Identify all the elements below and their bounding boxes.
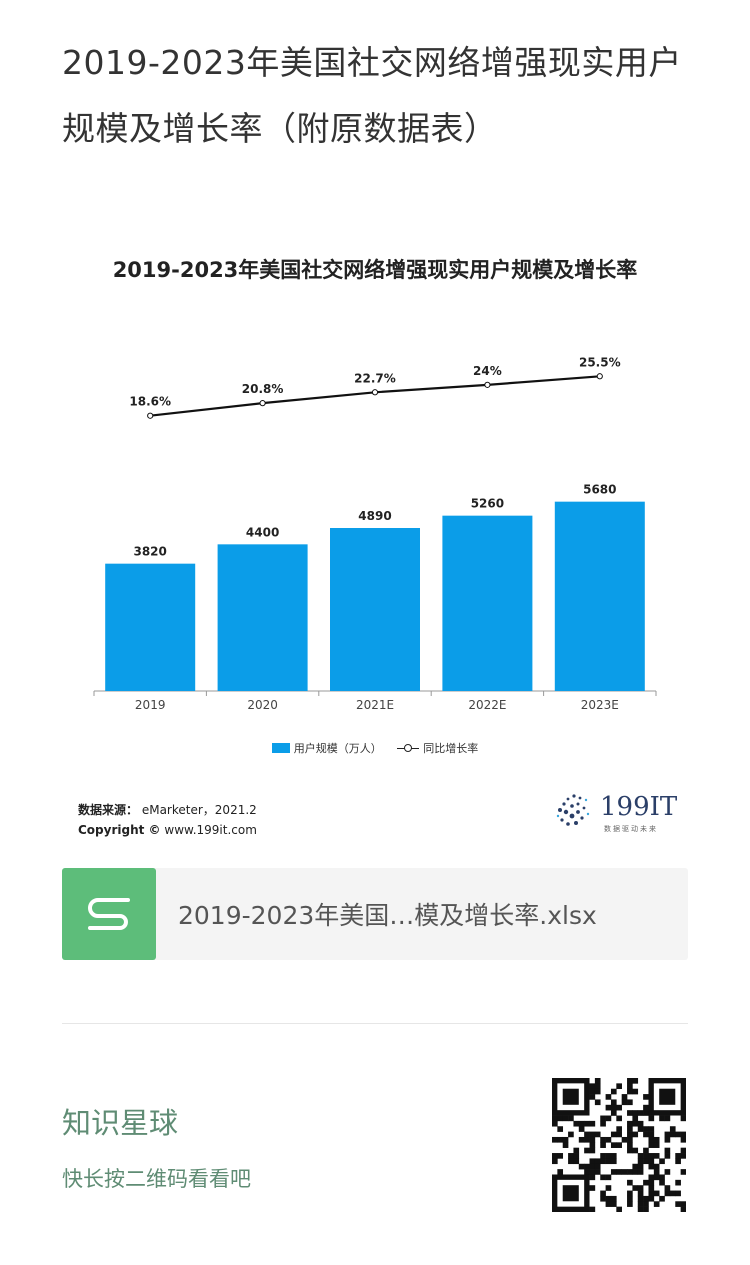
source-label: 数据来源：	[78, 803, 139, 817]
growth-point	[484, 381, 491, 388]
source-note: 数据来源： eMarketer，2021.2 Copyright © www.1…	[78, 800, 257, 840]
x-tick-label: 2021E	[356, 698, 394, 712]
growth-point	[259, 400, 266, 407]
bar-value-label: 5260	[471, 497, 504, 511]
copyright-value: www.199it.com	[164, 823, 257, 837]
file-attachment[interactable]: 2019-2023年美国…模及增长率.xlsx	[62, 868, 688, 960]
legend-swatch-bar	[271, 743, 290, 753]
logo-tagline: 数据驱动未来	[604, 825, 658, 833]
growth-point	[596, 373, 603, 380]
bar-value-label: 4890	[358, 509, 391, 523]
growth-value-label: 24%	[473, 364, 502, 378]
source-value: eMarketer，2021.2	[141, 803, 257, 817]
growth-value-label: 18.6%	[129, 395, 171, 409]
legend-swatch-line	[397, 743, 420, 753]
growth-value-label: 22.7%	[354, 371, 396, 385]
growth-value-label: 20.8%	[242, 382, 284, 396]
bar-2022E	[442, 515, 533, 691]
x-tick-label: 2022E	[468, 698, 506, 712]
zsxq-title: 知识星球	[62, 1106, 179, 1140]
bar-2023E	[554, 501, 645, 691]
growth-value-label: 25.5%	[579, 355, 621, 369]
legend-item-bar: 用户规模（万人）	[271, 740, 382, 756]
page-title: 2019-2023年美国社交网络增强现实用户规模及增长率（附原数据表）	[62, 43, 682, 148]
x-tick-label: 2020	[247, 698, 278, 712]
brand-logo: 199IT 数据驱动未来	[552, 790, 692, 840]
x-tick-label: 2019	[135, 698, 166, 712]
file-name: 2019-2023年美国…模及增长率.xlsx	[178, 901, 597, 930]
chart-legend: 用户规模（万人） 同比增长率	[0, 740, 750, 756]
bar-value-label: 5680	[583, 483, 616, 497]
growth-point	[371, 389, 379, 396]
x-tick-label: 2023E	[581, 698, 619, 712]
qr-code-icon[interactable]	[552, 1078, 687, 1213]
zsxq-subtitle: 快长按二维码看看吧	[62, 1167, 251, 1191]
bar-value-label: 3820	[133, 545, 166, 559]
chart-card: 2019-2023年美国社交网络增强现实用户规模及增长率 3820 2019 440…	[0, 230, 750, 850]
bar-2021E	[330, 528, 420, 691]
logo-dots-icon	[556, 794, 590, 826]
bar-value-label: 4400	[246, 525, 279, 539]
chart-title: 2019-2023年美国社交网络增强现实用户规模及增长率	[112, 258, 638, 282]
chart-plot: 3820 2019 4400 2020 4890 2021E 5260 2022E 5680 20…	[93, 355, 657, 712]
logo-text: 199IT	[600, 792, 678, 822]
legend-item-line: 同比增长率	[397, 740, 478, 756]
legend-label-line: 同比增长率	[423, 742, 479, 755]
spreadsheet-s-icon	[62, 868, 156, 960]
growth-point	[147, 412, 154, 419]
divider	[62, 1023, 688, 1024]
copyright-label: Copyright ©	[78, 823, 161, 837]
bar-2020	[217, 544, 308, 691]
legend-label-bar: 用户规模（万人）	[293, 742, 382, 755]
bar-2019	[105, 563, 196, 691]
